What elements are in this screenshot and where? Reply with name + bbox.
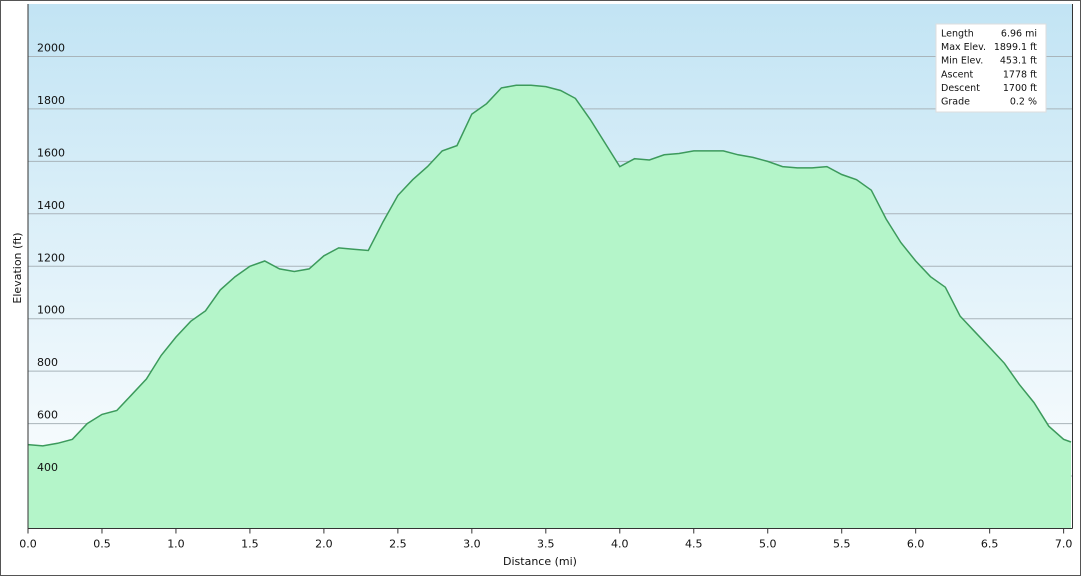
x-tick-label: 3.0	[463, 538, 481, 551]
y-tick-label: 1600	[37, 146, 65, 159]
y-tick-label: 800	[37, 356, 58, 369]
info-label: Grade	[941, 97, 970, 108]
area-fill	[28, 85, 1071, 529]
info-value: 1778 ft	[1003, 69, 1037, 80]
x-tick-label: 7.0	[1055, 538, 1073, 551]
x-tick-label: 6.5	[981, 538, 999, 551]
info-value: 453.1 ft	[1000, 56, 1037, 67]
y-axis-label: Elevation (ft)	[11, 232, 24, 303]
info-value: 0.2 %	[1010, 97, 1037, 108]
info-value: 6.96 mi	[1001, 29, 1037, 40]
x-tick-label: 5.0	[759, 538, 777, 551]
x-tick-label: 1.5	[241, 538, 259, 551]
info-label: Max Elev.	[941, 42, 986, 53]
x-tick-label: 0.0	[19, 538, 37, 551]
info-box	[935, 23, 1047, 113]
x-tick-label: 4.5	[685, 538, 703, 551]
y-tick-label: 1400	[37, 199, 65, 212]
y-tick-label: 400	[37, 461, 58, 474]
x-axis-label: Distance (mi)	[503, 555, 577, 568]
y-tick-label: 600	[37, 409, 58, 422]
x-tick-label: 1.0	[167, 538, 185, 551]
x-tick-label: 0.5	[93, 538, 111, 551]
info-label: Length	[941, 29, 974, 40]
y-tick-label: 2000	[37, 41, 65, 54]
x-tick-label: 5.5	[833, 538, 851, 551]
info-label: Ascent	[941, 69, 974, 80]
x-tick-label: 2.0	[315, 538, 333, 551]
x-tick-label: 4.0	[611, 538, 629, 551]
y-tick-label: 1200	[37, 251, 65, 264]
y-tick-label: 1800	[37, 94, 65, 107]
info-value: 1700 ft	[1003, 83, 1037, 94]
info-label: Descent	[941, 83, 980, 94]
info-value: 1899.1 ft	[994, 42, 1037, 53]
elevation-line	[27, 84, 1072, 447]
info-label: Min Elev.	[941, 56, 983, 67]
y-tick-label: 1000	[37, 304, 65, 317]
x-tick-label: 2.5	[389, 538, 407, 551]
x-tick-label: 3.5	[537, 538, 555, 551]
x-tick-label: 6.0	[907, 538, 925, 551]
